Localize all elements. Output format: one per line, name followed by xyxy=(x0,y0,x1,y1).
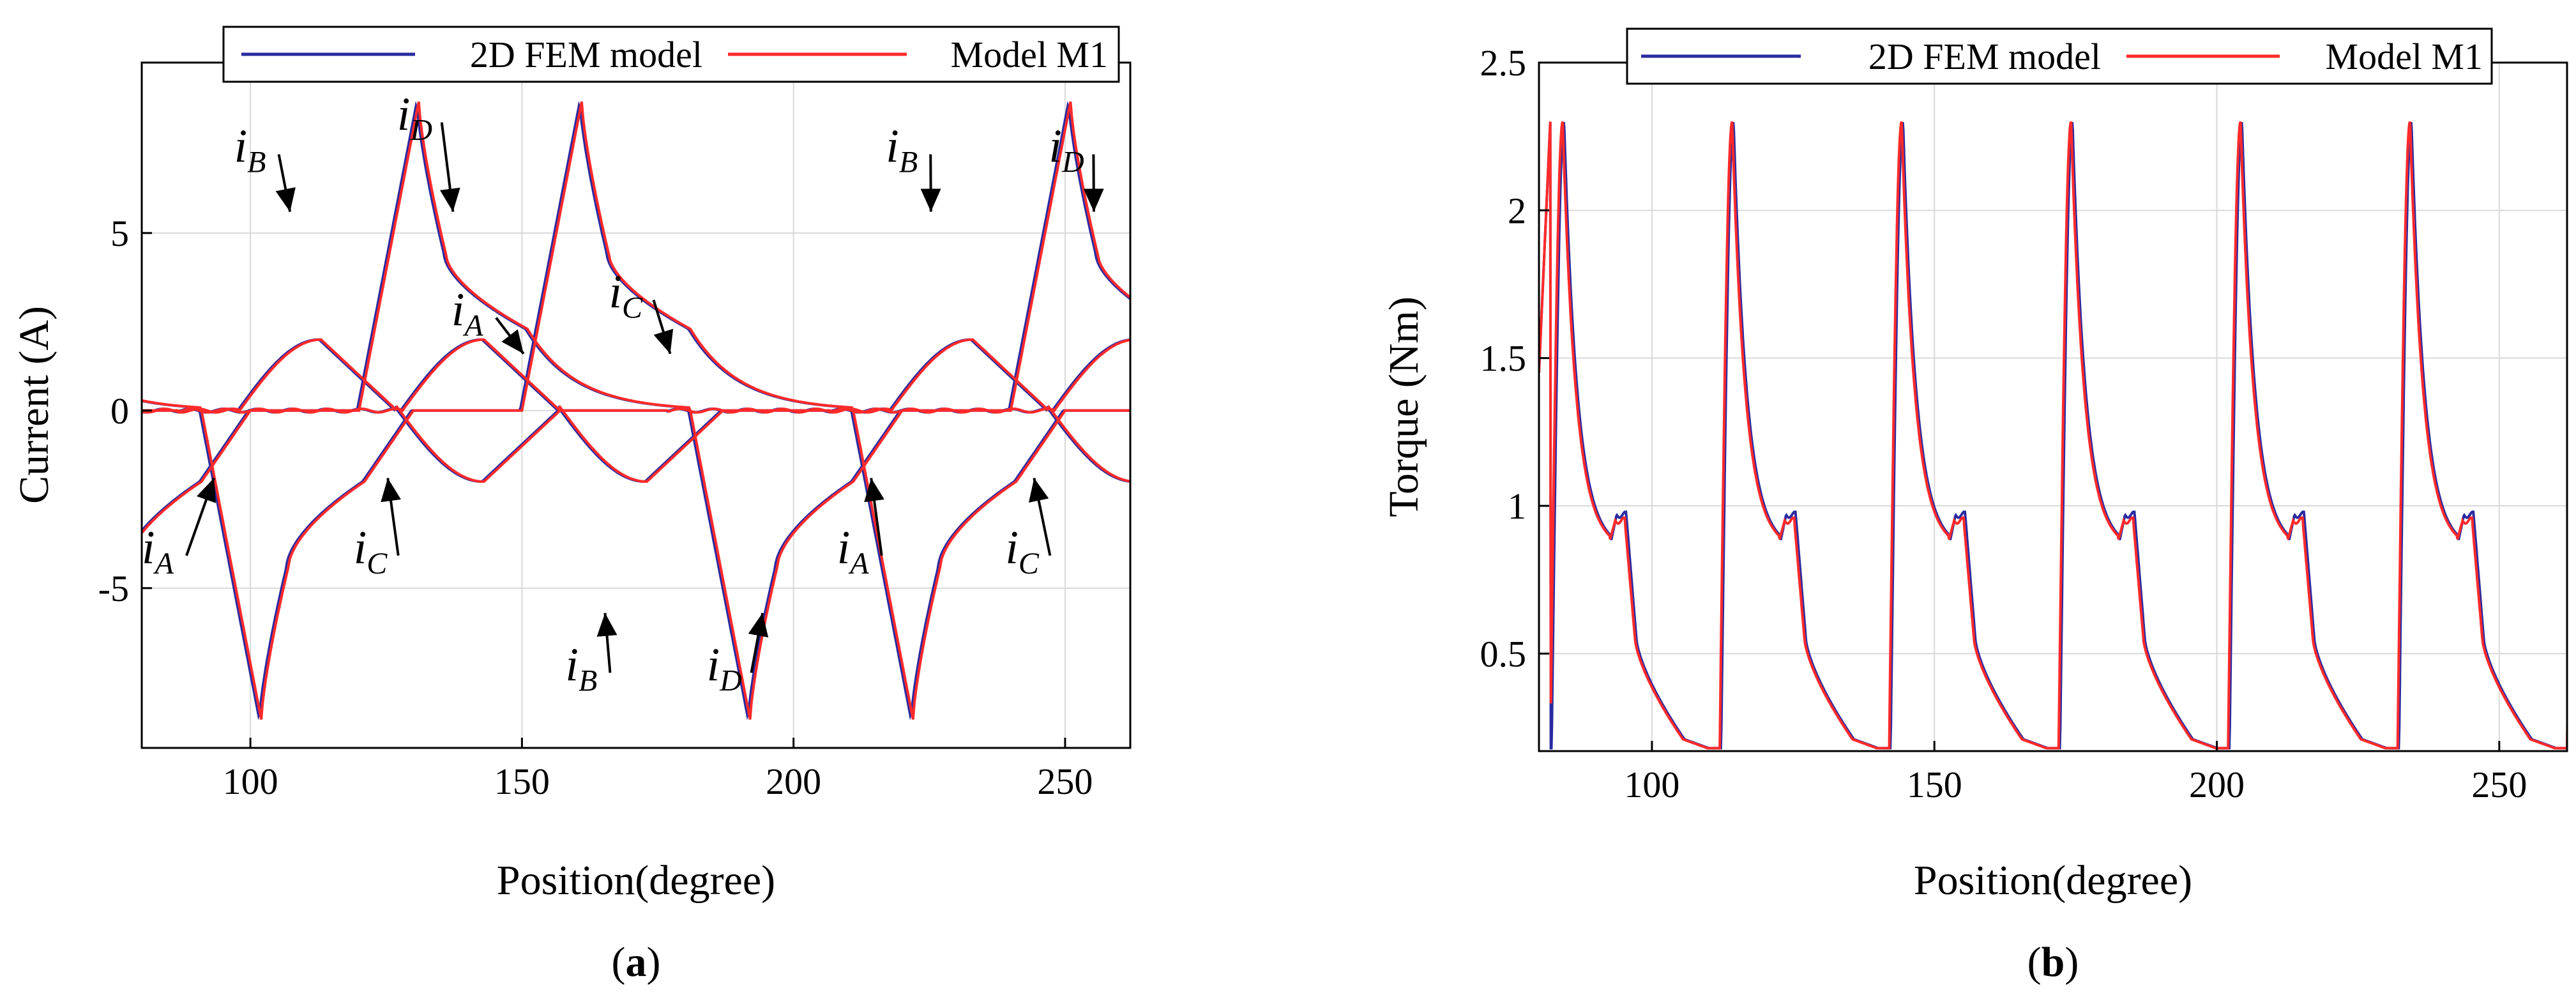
annotation-iA: iA xyxy=(837,522,870,581)
y-tick-label: -5 xyxy=(98,568,129,609)
annotation-iD: iD xyxy=(1049,121,1084,179)
y-tick-label: 0 xyxy=(110,390,129,432)
torque-line-m1 xyxy=(1539,121,2567,750)
annotation-iC: iC xyxy=(354,522,388,581)
x-tick-label: 200 xyxy=(2189,764,2245,805)
annotation-arrow xyxy=(275,154,296,212)
annotation-iC: iC xyxy=(609,266,643,325)
legend-label-m1-a: Model M1 xyxy=(951,34,1109,75)
y-axis-label-b: Torque (Nm) xyxy=(1381,296,1427,517)
y-tick-label: 1 xyxy=(1508,485,1526,527)
legend-b: 2D FEM model Model M1 xyxy=(1626,27,2493,85)
current-line-C-m1 xyxy=(142,338,1130,483)
annotation-arrow xyxy=(1083,154,1104,212)
y-tick-label: 1.5 xyxy=(1480,338,1527,379)
x-tick-label: 150 xyxy=(494,761,550,802)
annotation-iB: iB xyxy=(565,639,597,697)
annotation-iA: iA xyxy=(451,284,484,342)
annotation-arrow xyxy=(864,478,884,556)
x-tick-label: 150 xyxy=(1907,764,1962,805)
ticks-b: 100 150 200 250 0.5 1 1.5 2 2.5 xyxy=(1480,42,2527,805)
y-tick-label: 5 xyxy=(110,213,129,254)
legend-label-fem-a: 2D FEM model xyxy=(470,34,702,75)
x-axis-label-a: Position(degree) xyxy=(497,857,775,904)
ticks-a: 100 150 200 250 -5 0 5 xyxy=(98,213,1093,802)
annotation-arrow xyxy=(185,477,216,556)
annotations-a: iB iD iA iC iA iC iB iD iB iD iA iC xyxy=(142,89,1104,697)
x-tick-label: 100 xyxy=(223,761,278,802)
annotation-iC: iC xyxy=(1005,522,1040,581)
series-group-b xyxy=(1539,121,2567,750)
x-tick-label: 250 xyxy=(1037,761,1093,802)
annotation-iB: iB xyxy=(234,121,266,179)
x-tick-label: 250 xyxy=(2471,764,2527,805)
axes-frame-a xyxy=(140,61,1132,749)
y-axis-label-a: Current (A) xyxy=(11,306,57,504)
grid-b xyxy=(1539,62,2567,751)
annotation-arrow xyxy=(748,613,769,673)
annotation-iB: iB xyxy=(886,121,918,179)
y-tick-label: 2 xyxy=(1508,190,1526,231)
panel-label-b: (b) xyxy=(2027,939,2079,986)
chart-panel-b: 100 150 200 250 0.5 1 1.5 2 2.5 Position(degree)… xyxy=(1381,27,2568,986)
annotation-arrow xyxy=(495,317,525,355)
series-group-a xyxy=(142,101,1130,720)
annotation-arrow xyxy=(381,478,401,556)
annotation-iA: iA xyxy=(142,522,174,581)
legend-label-m1-b: Model M1 xyxy=(2326,36,2483,77)
current-line-A-m1 xyxy=(142,338,1130,483)
x-axis-label-b: Position(degree) xyxy=(1914,857,2192,904)
annotation-iD: iD xyxy=(707,639,742,697)
annotation-arrow xyxy=(596,613,617,673)
current-line-D-m1 xyxy=(142,101,1130,720)
annotation-iD: iD xyxy=(397,89,432,148)
y-tick-label: 2.5 xyxy=(1480,42,1527,84)
annotation-arrow xyxy=(920,154,941,212)
grid-a xyxy=(142,63,1130,748)
panel-label-a: (a) xyxy=(612,939,661,986)
legend-a: 2D FEM model Model M1 xyxy=(222,26,1120,83)
y-tick-label: 0.5 xyxy=(1480,633,1527,674)
annotation-arrow xyxy=(1028,478,1052,556)
annotation-arrow xyxy=(652,300,674,354)
x-tick-label: 100 xyxy=(1624,764,1679,805)
legend-label-fem-b: 2D FEM model xyxy=(1868,36,2101,77)
x-tick-label: 200 xyxy=(766,761,821,802)
annotation-arrow xyxy=(439,122,460,212)
